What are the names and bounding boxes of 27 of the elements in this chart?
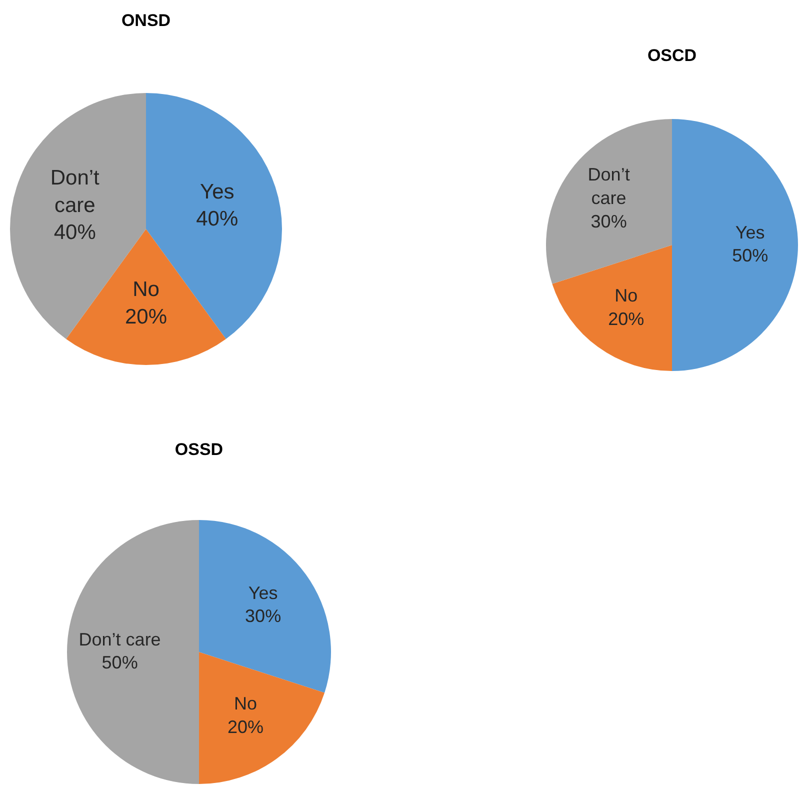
data-label: 30% (245, 606, 282, 626)
data-label: 20% (124, 304, 168, 328)
chart-title: OSCD (647, 46, 697, 65)
slice-label: Yes (735, 222, 765, 242)
pie-slice (199, 520, 331, 693)
pie-slice (546, 119, 672, 284)
chart-title: OSSD (174, 440, 224, 459)
data-label: 50% (102, 652, 138, 672)
pie-slice (199, 652, 325, 784)
chart-title: ONSD (121, 11, 171, 30)
slice-label: Yes (200, 180, 234, 203)
pie-slice (67, 520, 199, 784)
pie-slice (672, 119, 798, 371)
data-label: 40% (196, 207, 238, 230)
slice-label: No (234, 693, 258, 714)
slice-label: No (132, 278, 160, 301)
slice-label: Yes (248, 582, 278, 602)
data-label: 40% (54, 220, 96, 244)
pie-slice (552, 245, 672, 371)
data-label: 30% (590, 211, 627, 232)
data-label: 50% (732, 245, 768, 266)
slice-label: No (614, 285, 638, 306)
slice-label: Don’t care (588, 164, 630, 208)
slice-label: Don’t care (50, 166, 100, 216)
slice-label: Don’t care (78, 629, 161, 650)
data-label: 20% (608, 308, 644, 329)
data-label: 20% (228, 716, 264, 737)
